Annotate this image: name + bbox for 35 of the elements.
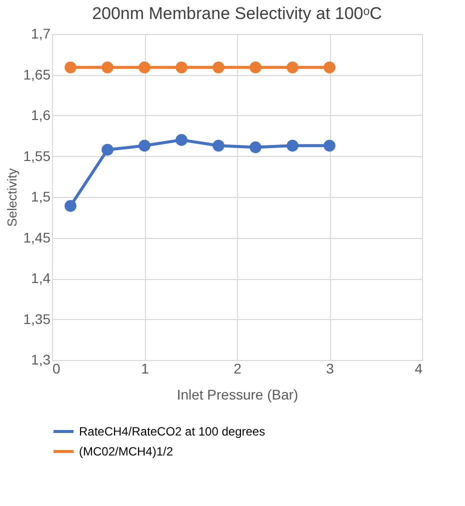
point [212,140,224,152]
y-tick-label: 1,6 [31,107,51,123]
point [102,62,114,74]
point [324,140,336,152]
legend-label: RateCH4/RateCO2 at 100 degrees [79,424,266,438]
legend-label: (MC02/MCH4)1/2 [79,444,174,458]
y-axis-title: Selectivity [4,168,20,227]
point [64,62,76,74]
x-axis-title: Inlet Pressure (Bar) [176,386,298,402]
y-tick-label: 1,55 [23,148,51,164]
point [176,62,188,74]
y-tick-label: 1,65 [23,66,51,82]
y-tick-label: 1,35 [23,310,51,327]
point [286,140,298,152]
x-tick-label: 3 [326,360,334,376]
y-tick-label: 1,5 [31,188,51,204]
x-tick-label: 1 [141,360,150,376]
point [250,141,262,154]
chart-title: 200nm Membrane Selectivity at 100ᵒC [92,4,382,23]
y-tick-label: 1,7 [31,26,51,42]
point [176,134,188,146]
point [250,62,262,74]
point [102,144,114,156]
x-tick-label: 4 [414,360,423,376]
point [138,140,150,152]
point [286,62,298,74]
x-tick-label: 0 [52,360,60,376]
point [64,200,76,212]
x-tick-label: 2 [234,360,242,376]
point [324,62,336,74]
point [212,62,224,74]
y-tick-label: 1,45 [23,229,51,246]
y-tick-label: 1,3 [31,352,51,368]
point [138,62,150,74]
y-tick-label: 1,4 [31,270,51,286]
